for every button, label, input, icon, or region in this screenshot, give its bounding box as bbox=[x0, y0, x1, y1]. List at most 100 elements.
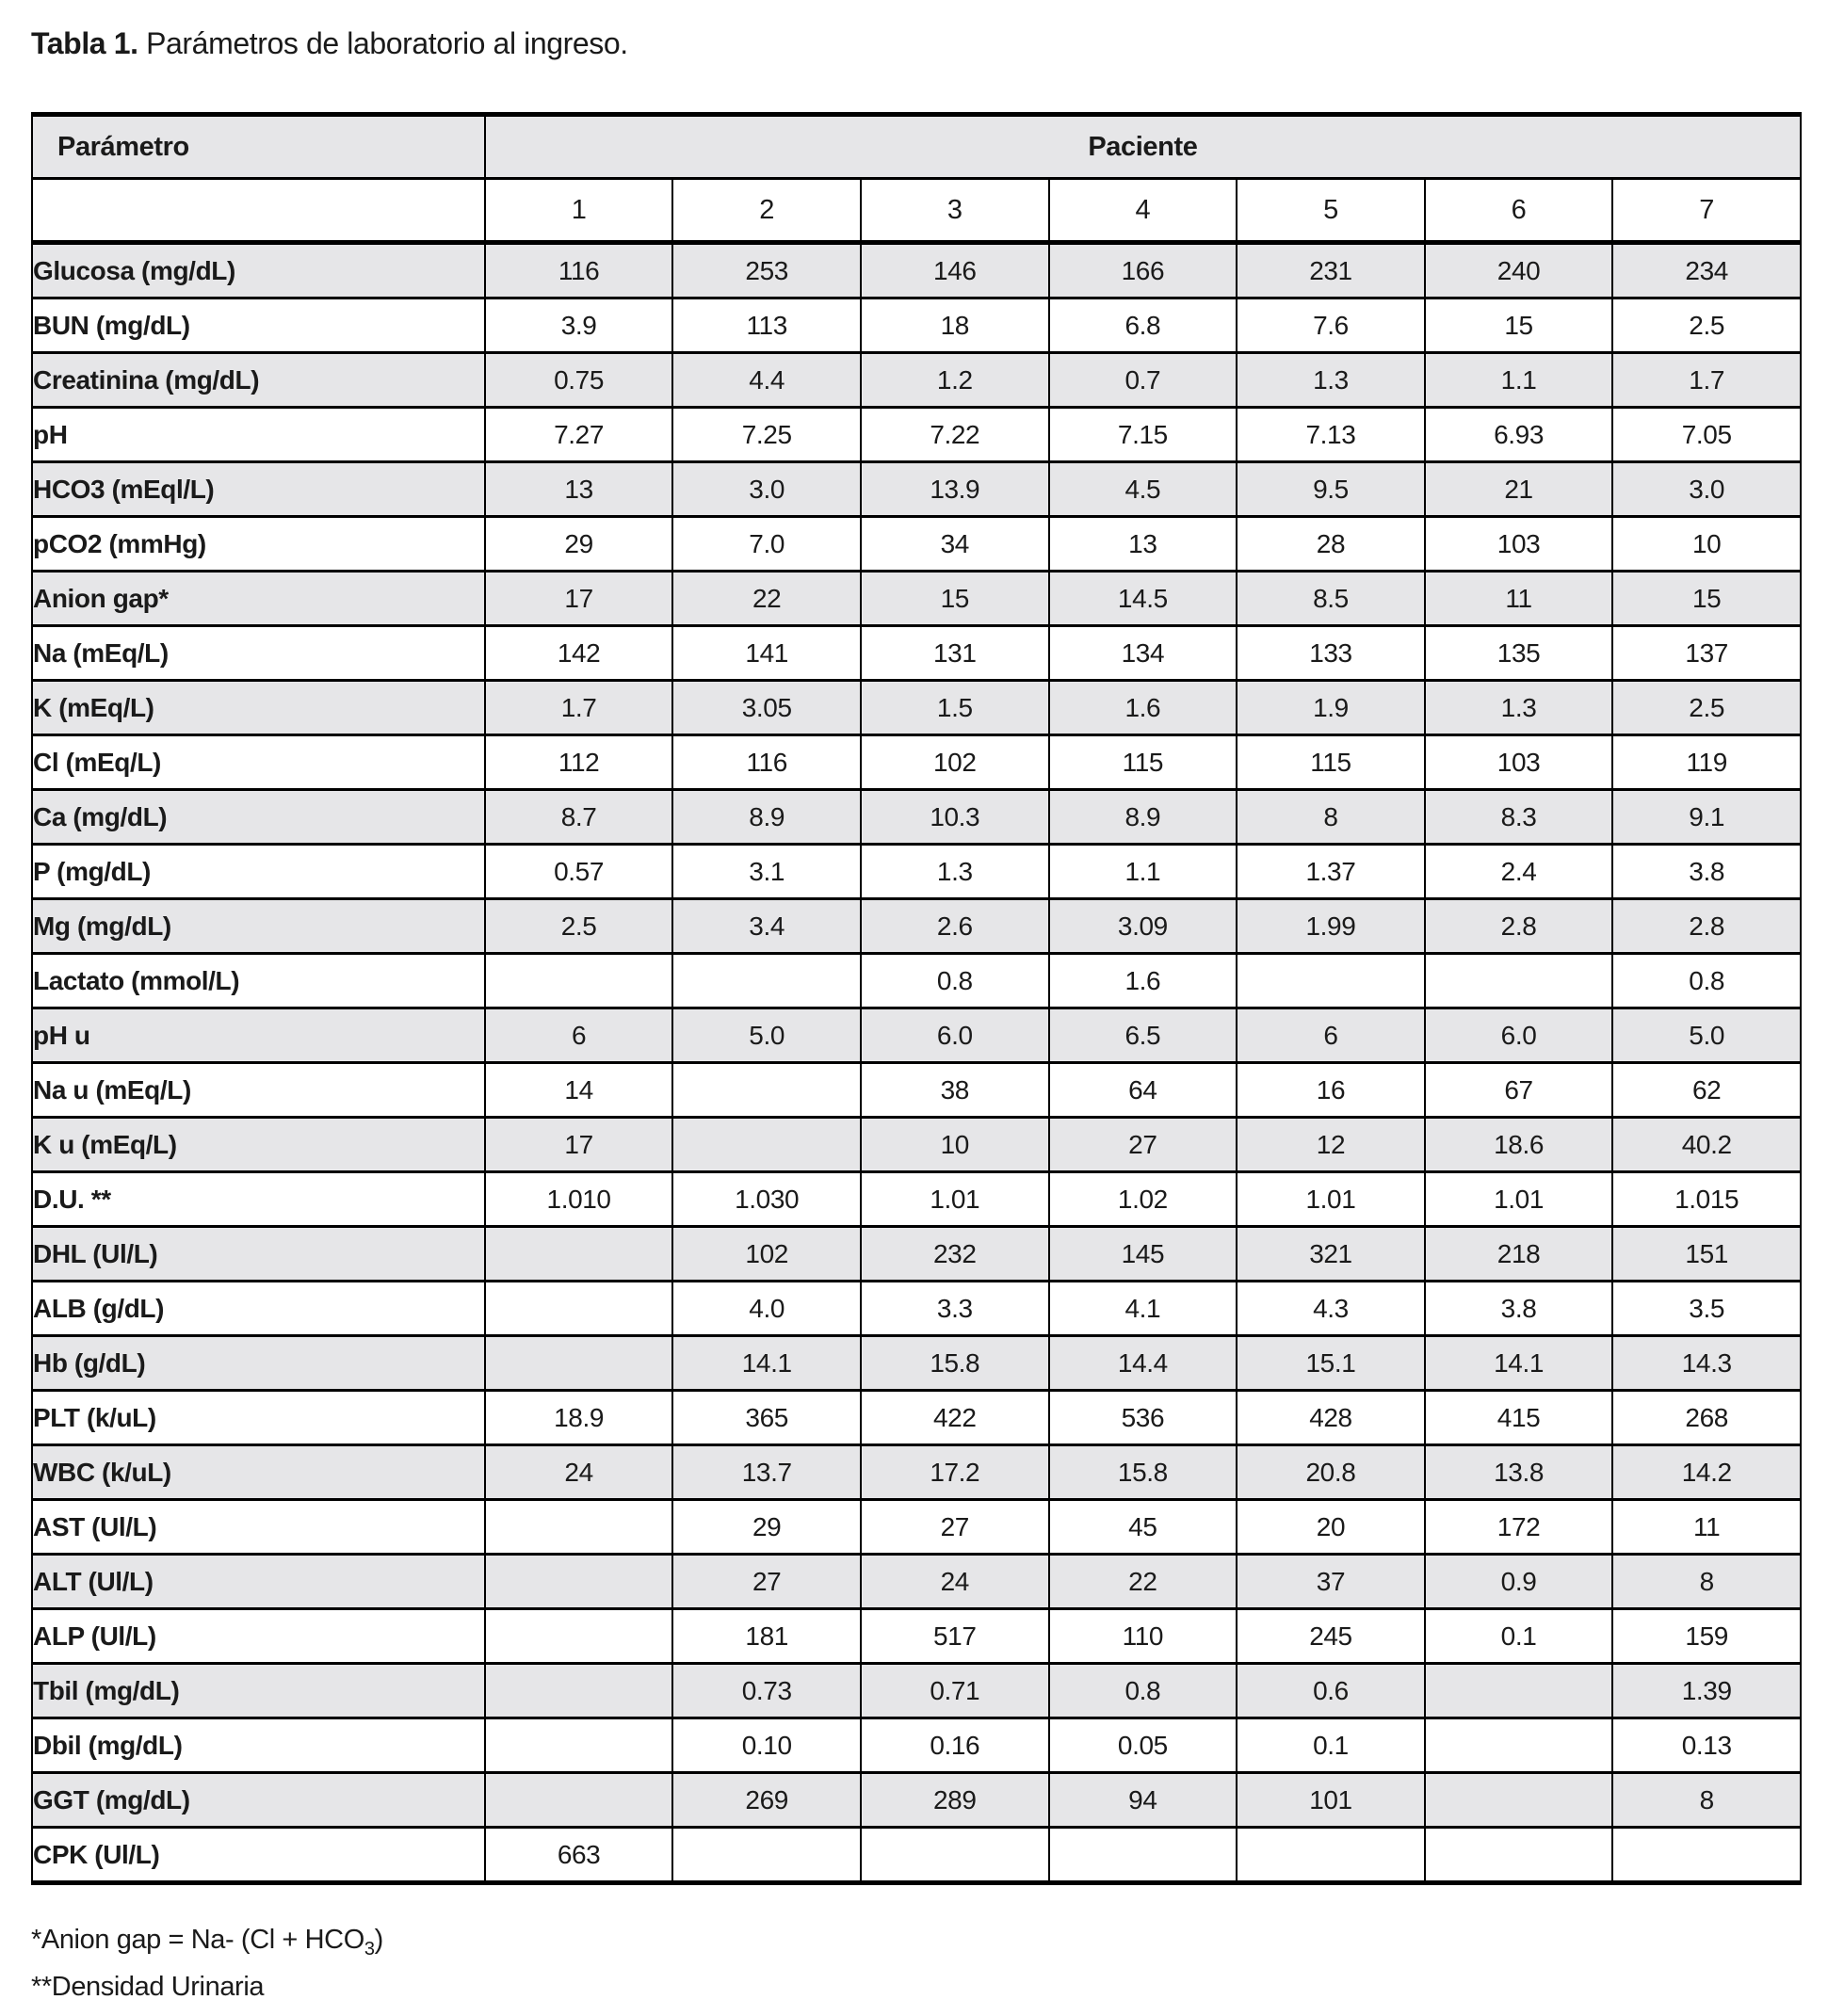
cell-value: 253 bbox=[671, 242, 862, 299]
cell-value bbox=[671, 1827, 862, 1885]
table-row: P (mg/dL) 0.57 3.1 1.3 1.1 1.37 2.4 3.8 bbox=[31, 844, 1802, 900]
table-row: WBC (k/uL) 24 13.7 17.2 15.8 20.8 13.8 14.2 bbox=[31, 1444, 1802, 1501]
cell-value: 8 bbox=[1236, 789, 1426, 846]
cell-value: 1.030 bbox=[671, 1171, 862, 1228]
cell-value: 13 bbox=[1047, 516, 1238, 573]
row-label: Tbil (mg/dL) bbox=[31, 1663, 486, 1719]
cell-value: 2.4 bbox=[1423, 844, 1614, 900]
cell-value: 14.1 bbox=[671, 1335, 862, 1392]
empty-header-cell bbox=[31, 178, 486, 245]
table-row: Ca (mg/dL) 8.7 8.9 10.3 8.9 8 8.3 9.1 bbox=[31, 789, 1802, 846]
row-label: CPK (Ul/L) bbox=[31, 1827, 486, 1885]
cell-value: 29 bbox=[671, 1499, 862, 1556]
cell-value: 3.0 bbox=[671, 461, 862, 518]
cell-value: 321 bbox=[1236, 1226, 1426, 1282]
cell-value: 245 bbox=[1236, 1608, 1426, 1665]
patient-number-header: 3 bbox=[859, 178, 1050, 245]
cell-value: 4.4 bbox=[671, 352, 862, 409]
cell-value: 1.01 bbox=[1423, 1171, 1614, 1228]
cell-value: 2.8 bbox=[1611, 898, 1802, 955]
cell-value: 102 bbox=[859, 734, 1050, 791]
cell-value: 365 bbox=[671, 1390, 862, 1446]
cell-value: 1.015 bbox=[1611, 1171, 1802, 1228]
cell-value: 18.9 bbox=[483, 1390, 674, 1446]
cell-value bbox=[1236, 1827, 1426, 1885]
cell-value bbox=[483, 1335, 674, 1392]
cell-value: 4.0 bbox=[671, 1281, 862, 1337]
cell-value: 94 bbox=[1047, 1772, 1238, 1829]
cell-value: 21 bbox=[1423, 461, 1614, 518]
cell-value bbox=[1423, 1827, 1614, 1885]
cell-value bbox=[483, 1772, 674, 1829]
table-title-label: Tabla 1. bbox=[31, 26, 138, 60]
cell-value: 0.57 bbox=[483, 844, 674, 900]
cell-value: 240 bbox=[1423, 242, 1614, 299]
cell-value: 422 bbox=[859, 1390, 1050, 1446]
cell-value: 0.7 bbox=[1047, 352, 1238, 409]
cell-value: 232 bbox=[859, 1226, 1050, 1282]
cell-value: 8 bbox=[1611, 1554, 1802, 1610]
cell-value: 11 bbox=[1611, 1499, 1802, 1556]
cell-value: 5.0 bbox=[671, 1008, 862, 1064]
cell-value: 151 bbox=[1611, 1226, 1802, 1282]
table-row: Glucosa (mg/dL) 116 253 146 166 231 240 234 bbox=[31, 242, 1802, 299]
cell-value: 428 bbox=[1236, 1390, 1426, 1446]
footnote-anion-gap-subscript: 3 bbox=[364, 1938, 375, 1960]
cell-value: 3.5 bbox=[1611, 1281, 1802, 1337]
cell-value: 6 bbox=[1236, 1008, 1426, 1064]
table-row: ALT (Ul/L) 27 24 22 37 0.9 8 bbox=[31, 1554, 1802, 1610]
table-row: Tbil (mg/dL) 0.73 0.71 0.8 0.6 1.39 bbox=[31, 1663, 1802, 1719]
cell-value: 15.8 bbox=[1047, 1444, 1238, 1501]
cell-value: 17 bbox=[483, 571, 674, 627]
cell-value: 12 bbox=[1236, 1117, 1426, 1173]
row-label: Na (mEq/L) bbox=[31, 625, 486, 682]
cell-value: 15.1 bbox=[1236, 1335, 1426, 1392]
table-row: GGT (mg/dL) 269 289 94 101 8 bbox=[31, 1772, 1802, 1829]
cell-value: 115 bbox=[1236, 734, 1426, 791]
cell-value: 14.5 bbox=[1047, 571, 1238, 627]
cell-value: 3.9 bbox=[483, 298, 674, 354]
cell-value: 20.8 bbox=[1236, 1444, 1426, 1501]
cell-value: 269 bbox=[671, 1772, 862, 1829]
row-label: Anion gap* bbox=[31, 571, 486, 627]
cell-value: 10 bbox=[1611, 516, 1802, 573]
cell-value: 7.0 bbox=[671, 516, 862, 573]
cell-value: 289 bbox=[859, 1772, 1050, 1829]
cell-value: 29 bbox=[483, 516, 674, 573]
param-header: Parámetro bbox=[31, 112, 486, 180]
row-label: DHL (Ul/L) bbox=[31, 1226, 486, 1282]
table-row: Creatinina (mg/dL) 0.75 4.4 1.2 0.7 1.3 1.1 1.7 bbox=[31, 352, 1802, 409]
cell-value: 17 bbox=[483, 1117, 674, 1173]
cell-value bbox=[483, 1499, 674, 1556]
cell-value: 1.6 bbox=[1047, 953, 1238, 1009]
row-label: PLT (k/uL) bbox=[31, 1390, 486, 1446]
cell-value bbox=[1423, 953, 1614, 1009]
cell-value: 6 bbox=[483, 1008, 674, 1064]
cell-value: 9.1 bbox=[1611, 789, 1802, 846]
cell-value: 663 bbox=[483, 1827, 674, 1885]
cell-value: 38 bbox=[859, 1062, 1050, 1119]
cell-value: 1.3 bbox=[859, 844, 1050, 900]
row-label: AST (Ul/L) bbox=[31, 1499, 486, 1556]
table-row: Lactato (mmol/L) 0.8 1.6 0.8 bbox=[31, 953, 1802, 1009]
cell-value: 14.1 bbox=[1423, 1335, 1614, 1392]
cell-value: 234 bbox=[1611, 242, 1802, 299]
cell-value: 62 bbox=[1611, 1062, 1802, 1119]
cell-value: 1.6 bbox=[1047, 680, 1238, 736]
cell-value: 8.5 bbox=[1236, 571, 1426, 627]
cell-value: 0.6 bbox=[1236, 1663, 1426, 1719]
patient-group-header: Paciente bbox=[483, 112, 1803, 180]
cell-value: 115 bbox=[1047, 734, 1238, 791]
cell-value: 1.1 bbox=[1047, 844, 1238, 900]
cell-value: 113 bbox=[671, 298, 862, 354]
cell-value: 103 bbox=[1423, 734, 1614, 791]
cell-value: 10 bbox=[859, 1117, 1050, 1173]
cell-value: 110 bbox=[1047, 1608, 1238, 1665]
cell-value: 159 bbox=[1611, 1608, 1802, 1665]
cell-value: 15 bbox=[1611, 571, 1802, 627]
cell-value: 1.5 bbox=[859, 680, 1050, 736]
cell-value: 3.05 bbox=[671, 680, 862, 736]
cell-value: 116 bbox=[671, 734, 862, 791]
table-row: Hb (g/dL) 14.1 15.8 14.4 15.1 14.1 14.3 bbox=[31, 1335, 1802, 1392]
